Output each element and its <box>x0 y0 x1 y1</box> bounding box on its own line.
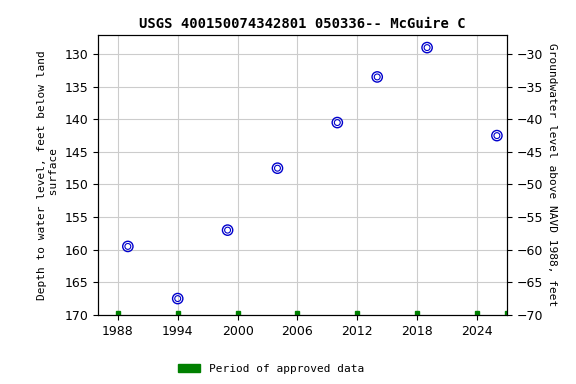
Point <box>422 45 431 51</box>
Point <box>123 243 132 250</box>
Point <box>373 74 382 80</box>
Point <box>173 296 183 302</box>
Point <box>492 132 502 139</box>
Point <box>333 119 342 126</box>
Point <box>333 119 342 126</box>
Point <box>123 243 132 250</box>
Point <box>273 165 282 171</box>
Y-axis label: Depth to water level, feet below land
 surface: Depth to water level, feet below land su… <box>37 50 59 300</box>
Title: USGS 400150074342801 050336-- McGuire C: USGS 400150074342801 050336-- McGuire C <box>139 17 466 31</box>
Point <box>223 227 232 233</box>
Point <box>422 45 431 51</box>
Y-axis label: Groundwater level above NAVD 1988, feet: Groundwater level above NAVD 1988, feet <box>547 43 557 306</box>
Legend: Period of approved data: Period of approved data <box>173 359 368 379</box>
Point <box>173 296 183 302</box>
Point <box>492 132 502 139</box>
Point <box>273 165 282 171</box>
Point <box>373 74 382 80</box>
Point <box>223 227 232 233</box>
